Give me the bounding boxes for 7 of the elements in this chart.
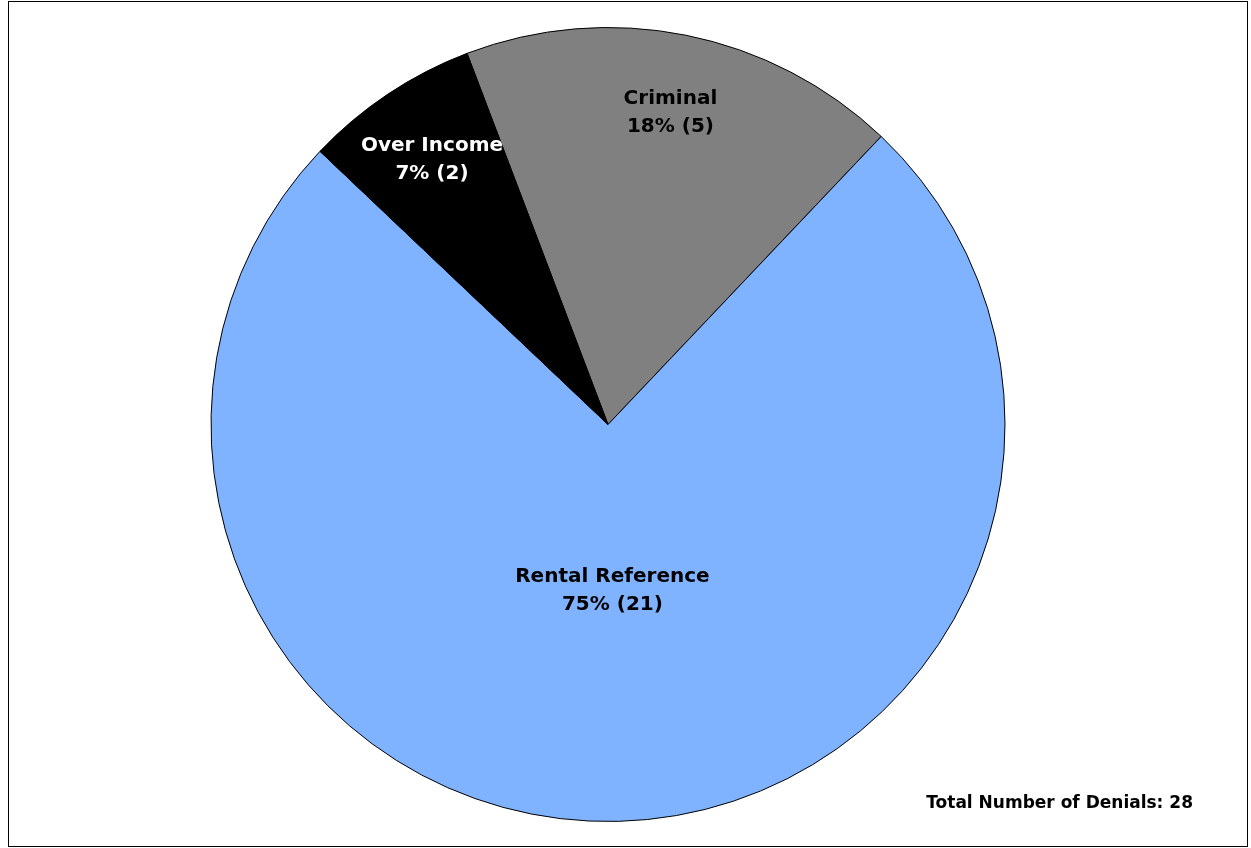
text: Total Number of Denials: 28 bbox=[926, 792, 1193, 812]
data-label: 18% (5) bbox=[626, 113, 714, 138]
slice-label: Criminal bbox=[623, 85, 718, 110]
slice-label: Over Income bbox=[360, 132, 504, 157]
data-label: 75% (21) bbox=[561, 591, 663, 616]
slice-label: Rental Reference bbox=[515, 563, 710, 588]
data-label: 7% (2) bbox=[395, 160, 469, 185]
